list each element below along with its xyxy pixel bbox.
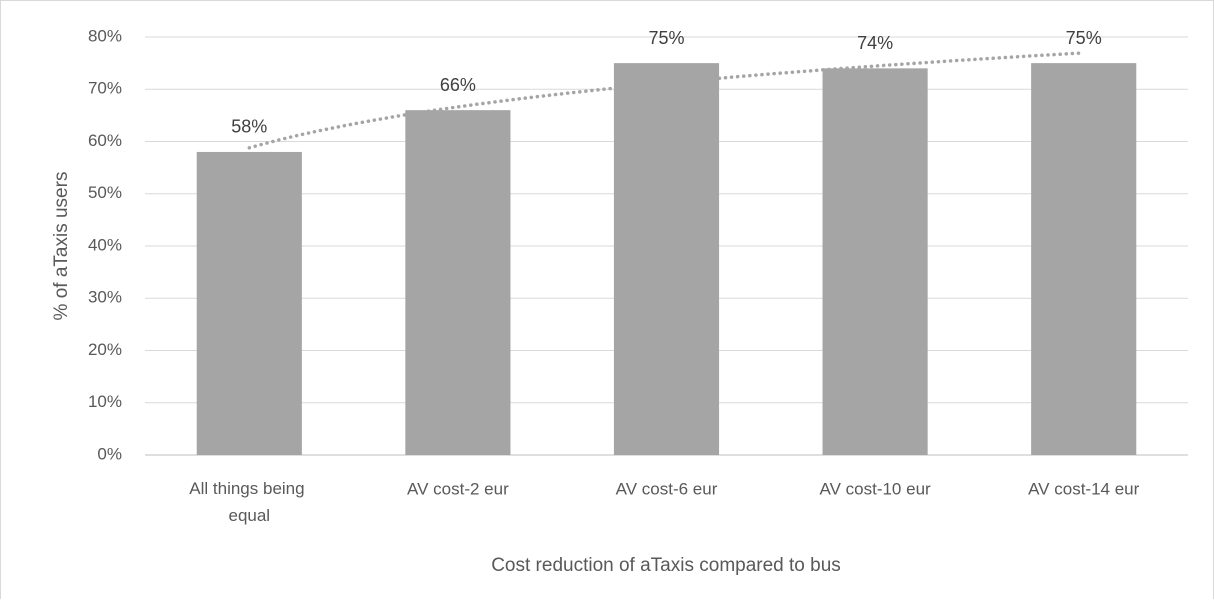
data-label: 75% <box>648 28 684 48</box>
data-label: 74% <box>857 33 893 53</box>
bar <box>405 110 511 456</box>
bar <box>1031 63 1137 455</box>
x-axis-title: Cost reduction of aTaxis compared to bus <box>491 555 841 576</box>
y-tick-label: 40% <box>88 235 122 254</box>
y-tick-label: 10% <box>88 392 122 411</box>
y-tick-label: 70% <box>88 79 122 98</box>
x-tick-label: AV cost-2 eur <box>407 479 509 498</box>
y-tick-label: 0% <box>97 444 122 463</box>
data-label: 66% <box>440 75 476 95</box>
x-tick-label: AV cost-14 eur <box>1028 479 1140 498</box>
data-label: 75% <box>1066 28 1102 48</box>
trendline <box>247 51 1086 150</box>
bar <box>822 68 928 455</box>
y-tick-label: 80% <box>88 26 122 45</box>
y-tick-label: 30% <box>88 288 122 307</box>
x-tick-label: AV cost-6 eur <box>616 479 718 498</box>
bar <box>196 151 302 455</box>
bar <box>613 63 720 455</box>
x-tick-label: All things being equal <box>189 479 309 525</box>
y-tick-label: 20% <box>88 340 122 359</box>
y-tick-label: 50% <box>88 183 122 202</box>
y-tick-label: 60% <box>88 131 122 150</box>
x-tick-label: AV cost-10 eur <box>820 479 932 498</box>
y-axis-title: % of aTaxis users <box>51 172 72 321</box>
data-label: 58% <box>231 117 267 137</box>
